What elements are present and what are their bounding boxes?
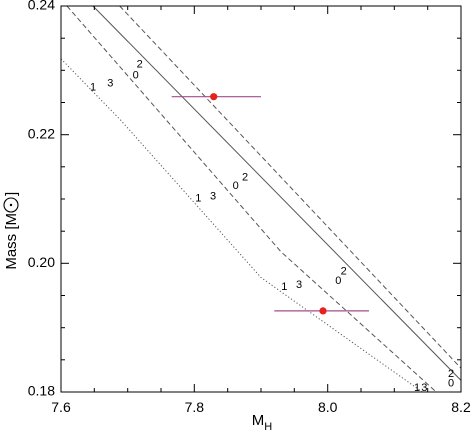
y-axis-label-text: Mass [M [3, 213, 20, 270]
y-tick-label: 0.18 [28, 383, 55, 399]
curve-label: 3 [210, 190, 216, 202]
curve-label: 2 [341, 266, 347, 278]
curve-label: 1 [414, 382, 420, 394]
series-line-dashed-lower [66, 6, 437, 392]
axis-ticks-group: 7.6 7.8 8.0 8.2 0.18 0.20 0.22 0.24 [28, 0, 471, 415]
curve-label: 0 [448, 378, 454, 390]
x-axis-label-subscript: H [264, 421, 272, 432]
series-line-dotted [61, 58, 423, 392]
curve-label: 2 [242, 172, 248, 184]
curve-label: 0 [233, 180, 239, 192]
data-point [210, 93, 218, 101]
sun-symbol [3, 197, 19, 213]
series-line-solid [92, 6, 461, 381]
series-line-dashed-upper [119, 6, 461, 369]
curve-label: 1 [195, 192, 201, 204]
curve-label: 3 [107, 78, 113, 90]
y-axis-label-end: ] [3, 192, 20, 196]
model-series-group [61, 6, 461, 392]
curve-label: 1 [90, 82, 96, 94]
y-tick-label: 0.20 [28, 254, 55, 270]
y-tick-label: 0.22 [28, 125, 55, 141]
x-tick-label: 7.8 [185, 399, 205, 415]
curve-label: 3 [421, 382, 427, 394]
curve-label: 2 [448, 368, 454, 380]
sun-symbol-dot [9, 203, 13, 207]
curve-label: 1 [281, 281, 287, 293]
x-axis-label: MH [252, 412, 273, 432]
data-points-group [171, 93, 369, 315]
plot-frame [60, 5, 462, 393]
data-point [319, 307, 327, 315]
curve-label: 0 [335, 275, 341, 287]
y-tick-label: 0.24 [28, 0, 55, 13]
curve-label: 0 [133, 69, 139, 81]
y-axis-label: Mass [M ] [3, 192, 20, 270]
x-tick-label: 7.6 [51, 399, 71, 415]
x-tick-label: 8.2 [451, 399, 471, 415]
curve-label: 3 [296, 279, 302, 291]
x-tick-label: 8.0 [318, 399, 338, 415]
curve-label: 2 [137, 58, 143, 70]
